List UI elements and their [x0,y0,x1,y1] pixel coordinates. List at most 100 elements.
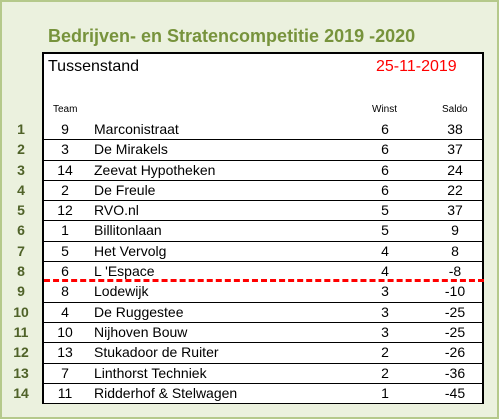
column-header-saldo: Saldo [442,104,468,115]
row-divider [44,179,484,181]
row-divider [44,403,484,405]
table-row: 6 1 Billitonlaan 5 9 [0,221,499,242]
saldo-cell: -8 [448,263,462,280]
team-name-cell: RVO.nl [94,202,139,219]
table-row: 4 2 De Freule 6 22 [0,181,499,202]
column-header-team: Team [53,104,78,115]
saldo-cell: 37 [447,202,463,219]
standings-table: 1 9 Marconistraat 6 38 2 3 De Mirakels 6… [0,120,499,405]
saldo-cell: -10 [444,283,466,300]
rank-cell: 11 [13,323,29,340]
rank-cell: 6 [17,222,25,239]
table-row: 8 6 L 'Espace 4 -8 [0,262,499,283]
row-divider [44,200,484,202]
page-title: Bedrijven- en Stratencompetitie 2019 -20… [48,26,416,46]
rank-cell: 9 [17,283,25,300]
team-number-cell: 8 [61,283,69,300]
rank-cell: 2 [17,141,25,158]
rank-cell: 7 [17,242,25,259]
winst-cell: 5 [381,202,389,219]
team-number-cell: 3 [61,141,69,158]
rank-cell: 8 [17,263,25,280]
table-row: 11 10 Nijhoven Bouw 3 -25 [0,323,499,344]
team-number-cell: 1 [61,222,69,239]
table-row: 12 13 Stukadoor de Ruiter 2 -26 [0,343,499,364]
row-divider [44,139,484,141]
table-row: 14 11 Ridderhof & Stelwagen 1 -45 [0,384,499,405]
rank-cell: 12 [13,344,29,361]
team-name-cell: L 'Espace [94,263,155,280]
saldo-cell: -25 [444,303,466,320]
column-header-winst: Winst [372,104,397,115]
table-row: 7 5 Het Vervolg 4 8 [0,242,499,263]
table-row: 1 9 Marconistraat 6 38 [0,120,499,141]
winst-cell: 2 [381,364,389,381]
rank-cell: 5 [17,202,25,219]
table-row: 13 7 Linthorst Techniek 2 -36 [0,364,499,384]
winst-cell: 2 [381,344,389,361]
winst-cell: 3 [381,303,389,320]
winst-cell: 5 [381,222,389,239]
saldo-cell: 22 [447,181,463,198]
team-name-cell: De Ruggestee [94,303,184,320]
standings-subtitle: Tussenstand [48,58,140,75]
cutoff-dashed-line [44,279,484,283]
winst-cell: 4 [381,263,389,280]
row-divider [44,321,484,323]
team-name-cell: Marconistraat [94,121,179,137]
row-divider [44,220,484,222]
rank-cell: 4 [17,181,25,198]
rank-cell: 13 [13,364,29,381]
team-number-cell: 12 [57,202,73,219]
winst-cell: 6 [381,141,389,158]
team-number-cell: 14 [57,161,73,178]
team-name-cell: De Mirakels [94,141,168,158]
winst-cell: 4 [381,242,389,259]
winst-cell: 1 [381,384,389,401]
table-row: 5 12 RVO.nl 5 37 [0,201,499,222]
saldo-cell: 8 [451,242,459,259]
saldo-cell: -26 [444,344,466,361]
saldo-cell: 24 [447,161,463,178]
winst-cell: 6 [381,161,389,178]
team-number-cell: 4 [61,303,69,320]
row-divider [44,240,484,242]
standings-table-area [42,52,484,404]
team-name-cell: Lodewijk [94,283,149,300]
winst-cell: 3 [381,283,389,300]
winst-cell: 6 [381,181,389,198]
rank-cell: 1 [17,121,25,137]
team-name-cell: Linthorst Techniek [94,364,207,381]
winst-cell: 6 [381,121,389,137]
saldo-cell: 38 [447,121,463,137]
row-divider [44,362,484,364]
rank-cell: 3 [17,161,25,178]
table-row: 3 14 Zeevat Hypotheken 6 24 [0,161,499,181]
winst-cell: 3 [381,323,389,340]
table-row: 10 4 De Ruggestee 3 -25 [0,303,499,323]
team-number-cell: 5 [61,242,69,259]
saldo-cell: -45 [444,384,466,401]
rank-cell: 10 [13,303,29,320]
row-divider [44,382,484,384]
team-number-cell: 13 [57,344,73,361]
team-number-cell: 7 [61,364,69,381]
row-divider [44,342,484,344]
saldo-cell: 9 [451,222,459,239]
team-number-cell: 6 [61,263,69,280]
team-name-cell: De Freule [94,181,156,198]
saldo-cell: 37 [447,141,463,158]
team-number-cell: 2 [61,181,69,198]
table-row: 9 8 Lodewijk 3 -10 [0,282,499,303]
row-divider [44,159,484,161]
row-divider [44,301,484,303]
saldo-cell: -36 [444,364,466,381]
table-row: 2 3 De Mirakels 6 37 [0,140,499,161]
team-number-cell: 9 [61,121,69,137]
team-name-cell: Billitonlaan [94,222,162,239]
team-name-cell: Ridderhof & Stelwagen [94,384,238,401]
standings-date: 25-11-2019 [376,58,457,75]
team-name-cell: Nijhoven Bouw [94,323,188,340]
team-number-cell: 11 [57,384,73,401]
rank-cell: 14 [13,384,29,401]
